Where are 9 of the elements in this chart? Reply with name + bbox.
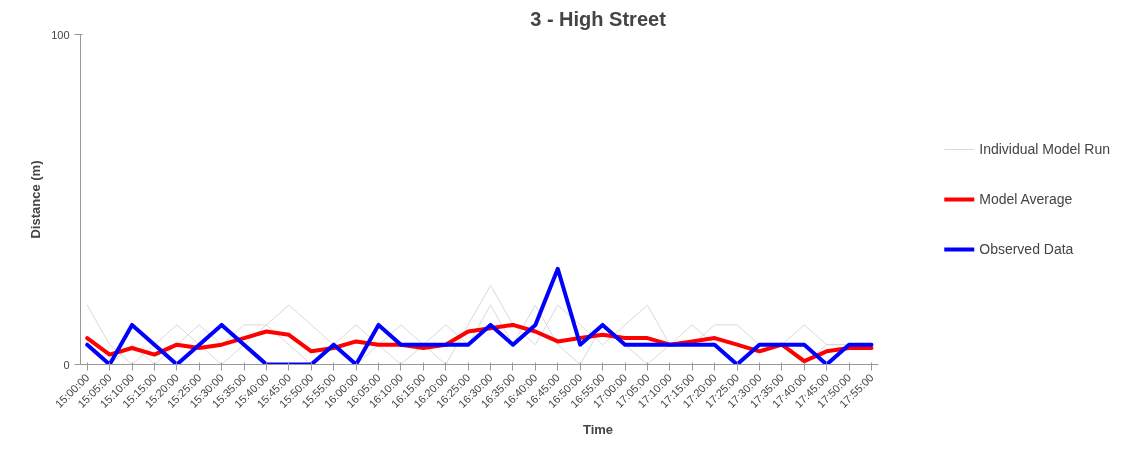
x-axis-title: Time [582,422,614,438]
line-series [85,266,874,365]
y-axis-title: Distance (m) [28,160,44,239]
legend-label: Model Average [979,191,1073,207]
y-tick-label: 100 [51,28,70,41]
chart-title: 3 - High Street [530,7,667,30]
y-tick-label: 0 [63,358,70,371]
legend-label: Observed Data [979,241,1074,257]
legend-label: Individual Model Run [979,141,1110,157]
